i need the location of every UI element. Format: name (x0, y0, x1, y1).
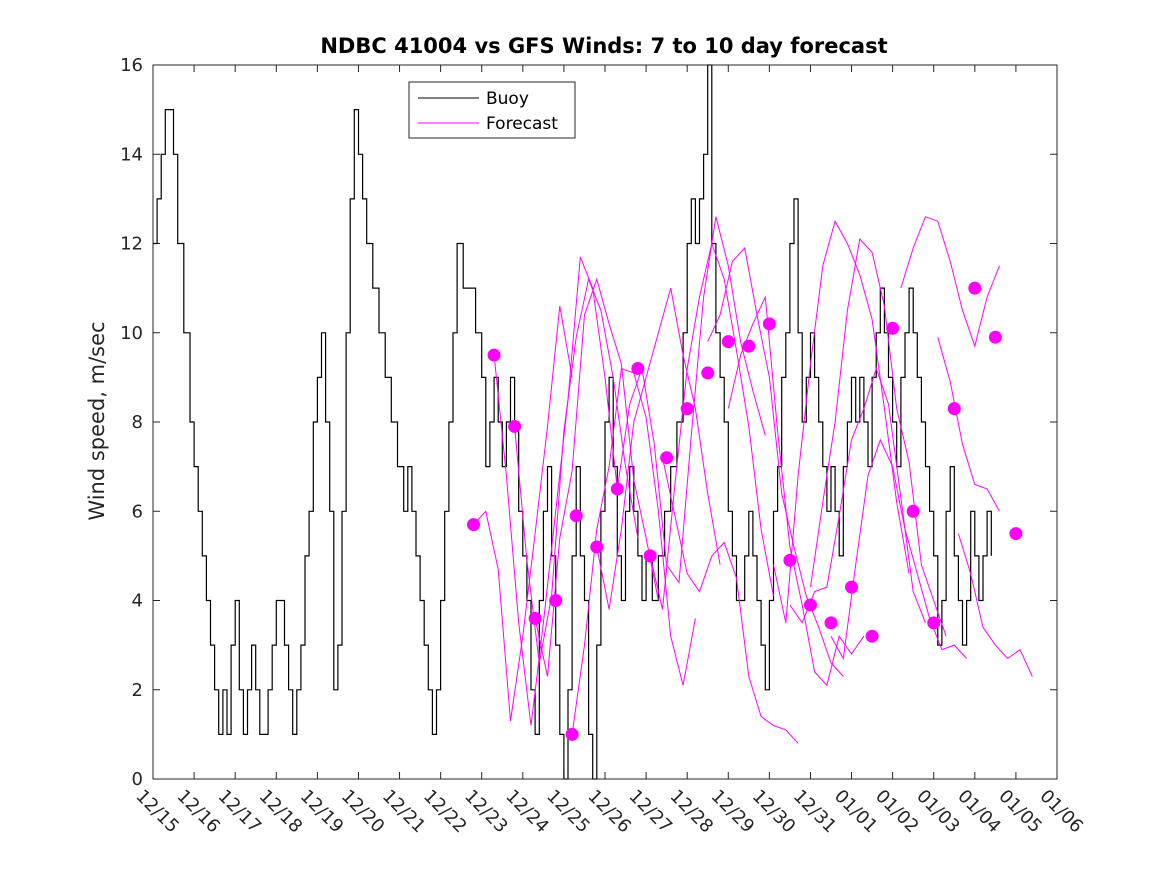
forecast-marker (660, 451, 674, 465)
forecast-marker (742, 339, 756, 353)
x-tick-label: 01/01 (830, 786, 882, 838)
legend: Buoy Forecast (408, 81, 576, 139)
forecast-marker (508, 419, 522, 433)
y-tick-label: 4 (132, 591, 143, 612)
x-tick-label: 12/21 (378, 786, 430, 838)
x-tick-label: 01/03 (912, 786, 964, 838)
forecast-marker (643, 549, 657, 563)
forecast-marker (947, 402, 961, 416)
x-tick-label: 12/17 (214, 786, 266, 838)
series-layer (153, 64, 1033, 780)
series-forecast-line (707, 246, 844, 677)
forecast-marker (528, 611, 542, 625)
x-tick-label: 01/05 (994, 786, 1046, 838)
series-forecast-line (493, 256, 618, 726)
forecast-marker (680, 402, 694, 416)
forecast-marker (783, 553, 797, 567)
forecast-marker (906, 504, 920, 518)
series-forecast-line (649, 241, 774, 610)
x-tick-label: 12/15 (131, 786, 183, 838)
forecast-marker (610, 482, 624, 496)
x-tick-label: 01/04 (953, 786, 1005, 838)
x-tick-label: 12/16 (173, 786, 225, 838)
forecast-marker (569, 509, 583, 523)
forecast-marker (549, 594, 563, 607)
y-tick-label: 12 (120, 234, 143, 255)
forecast-marker (803, 598, 817, 612)
plot-area: 12/1512/1612/1712/1812/1912/2012/2112/22… (120, 55, 1087, 837)
series-forecast-line (596, 287, 721, 610)
x-tick-label: 12/24 (501, 786, 553, 838)
series-buoy-line (153, 64, 992, 780)
series-forecast-line (789, 366, 926, 624)
x-tick-label: 12/23 (460, 786, 512, 838)
x-tick-label: 12/26 (583, 786, 635, 838)
forecast-marker (968, 281, 982, 295)
y-tick-label: 14 (120, 144, 143, 165)
series-forecast-line (957, 533, 1033, 677)
x-tick-label: 12/18 (255, 786, 307, 838)
legend-box (408, 81, 576, 139)
series-forecast-line (937, 337, 1000, 512)
x-tick-label: 01/02 (871, 786, 923, 838)
x-tick-label: 12/25 (542, 786, 594, 838)
x-tick-label: 12/30 (748, 786, 800, 838)
forecast-marker (721, 335, 735, 349)
x-axis-ticks: 12/1512/1612/1712/1812/1912/2012/2112/22… (131, 65, 1087, 837)
x-tick-label: 12/22 (419, 786, 471, 838)
series-forecast-line (900, 216, 1000, 348)
forecast-marker (467, 518, 481, 532)
series-forecast-line (662, 457, 799, 744)
forecast-marker (631, 361, 645, 375)
series-forecast-line (534, 277, 659, 677)
series-forecast-line (727, 295, 865, 687)
plot-frame (152, 64, 1058, 780)
series-forecast-line (810, 237, 947, 637)
series-forecast-line (773, 219, 910, 623)
forecast-marker (865, 629, 879, 643)
forecast-marker (845, 580, 859, 594)
forecast-marker (886, 321, 900, 335)
forecast-marker (1009, 527, 1023, 541)
y-tick-label: 16 (120, 55, 143, 76)
series-forecast-line (514, 277, 639, 664)
x-tick-label: 01/06 (1035, 786, 1087, 838)
legend-label-forecast: Forecast (486, 114, 558, 134)
forecast-marker (565, 727, 579, 741)
series-forecast-line (473, 305, 573, 722)
forecast-marker (927, 616, 941, 630)
forecast-marker (824, 616, 838, 630)
marker-layer (467, 281, 1023, 741)
y-tick-label: 8 (132, 412, 143, 433)
forecast-marker (988, 330, 1002, 344)
y-axis-ticks: 0 2 4 6 8 10 12 14 16 (120, 55, 1057, 790)
x-tick-label: 12/27 (625, 786, 677, 838)
forecast-marker (701, 366, 715, 380)
y-tick-label: 10 (120, 323, 143, 344)
x-tick-label: 12/31 (789, 786, 841, 838)
y-tick-label: 0 (132, 769, 143, 790)
x-tick-label: 12/19 (296, 786, 348, 838)
chart-title: NDBC 41004 vs GFS Winds: 7 to 10 day for… (320, 34, 887, 58)
x-tick-label: 12/20 (337, 786, 389, 838)
y-tick-label: 2 (132, 680, 143, 701)
y-axis-label: Wind speed, m/sec (85, 321, 109, 520)
forecast-marker (762, 317, 776, 331)
series-forecast-line (830, 438, 967, 661)
y-tick-label: 6 (132, 501, 143, 522)
x-tick-label: 12/29 (707, 786, 759, 838)
legend-label-buoy: Buoy (486, 89, 529, 109)
x-tick-label: 12/28 (666, 786, 718, 838)
forecast-marker (590, 540, 604, 554)
forecast-marker (487, 348, 501, 362)
